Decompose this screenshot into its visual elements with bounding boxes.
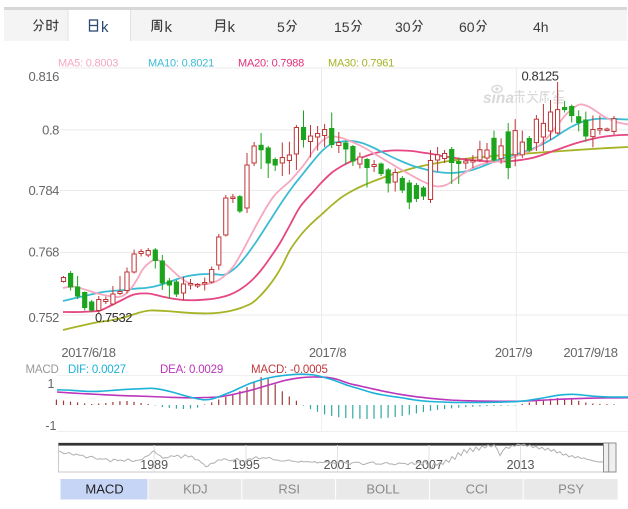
svg-text:1: 1 (48, 377, 55, 391)
svg-text:2013: 2013 (507, 458, 535, 472)
svg-text:2001: 2001 (324, 458, 352, 472)
svg-text:15: 15 (334, 19, 350, 35)
svg-text:MACD: MACD (85, 482, 123, 497)
svg-text:k: k (228, 19, 236, 36)
svg-text:DIF: 0.0027: DIF: 0.0027 (68, 364, 126, 376)
svg-text:-1: -1 (45, 419, 56, 433)
svg-text:0.8125: 0.8125 (522, 69, 559, 84)
svg-text:0.784: 0.784 (28, 183, 59, 198)
svg-text:5: 5 (277, 19, 285, 35)
svg-text:CCI: CCI (466, 482, 488, 497)
svg-text:1995: 1995 (232, 458, 260, 472)
svg-text:30: 30 (395, 19, 411, 35)
svg-text:MACD: -0.0005: MACD: -0.0005 (251, 364, 328, 376)
svg-text:KDJ: KDJ (183, 482, 208, 497)
svg-text:MACD: MACD (26, 364, 59, 376)
svg-text:0.768: 0.768 (28, 245, 59, 260)
svg-text:0.752: 0.752 (28, 310, 59, 325)
svg-text:RSI: RSI (278, 482, 300, 497)
svg-text:MA5: 0.8003: MA5: 0.8003 (58, 58, 118, 70)
svg-text:sina: sina (483, 90, 514, 107)
svg-text:2017/9/18: 2017/9/18 (563, 345, 617, 360)
svg-text:60: 60 (459, 19, 475, 35)
svg-text:2007: 2007 (415, 458, 443, 472)
svg-text:BOLL: BOLL (366, 482, 399, 497)
svg-text:4h: 4h (533, 19, 549, 35)
svg-text:0.7532: 0.7532 (95, 310, 132, 325)
svg-text:0.816: 0.816 (28, 69, 59, 84)
svg-text:2017/8: 2017/8 (309, 345, 347, 360)
svg-text:MA20: 0.7988: MA20: 0.7988 (238, 58, 304, 70)
svg-text:k: k (165, 19, 173, 36)
svg-text:2017/9: 2017/9 (495, 345, 533, 360)
svg-text:PSY: PSY (558, 482, 584, 497)
svg-text:MA30: 0.7961: MA30: 0.7961 (328, 58, 394, 70)
svg-text:0.8: 0.8 (42, 123, 59, 138)
svg-text:k: k (101, 19, 109, 36)
svg-text:DEA: 0.0029: DEA: 0.0029 (160, 364, 223, 376)
svg-text:1989: 1989 (140, 458, 168, 472)
svg-text:2017/6/18: 2017/6/18 (61, 345, 115, 360)
svg-text:MA10: 0.8021: MA10: 0.8021 (148, 58, 214, 70)
